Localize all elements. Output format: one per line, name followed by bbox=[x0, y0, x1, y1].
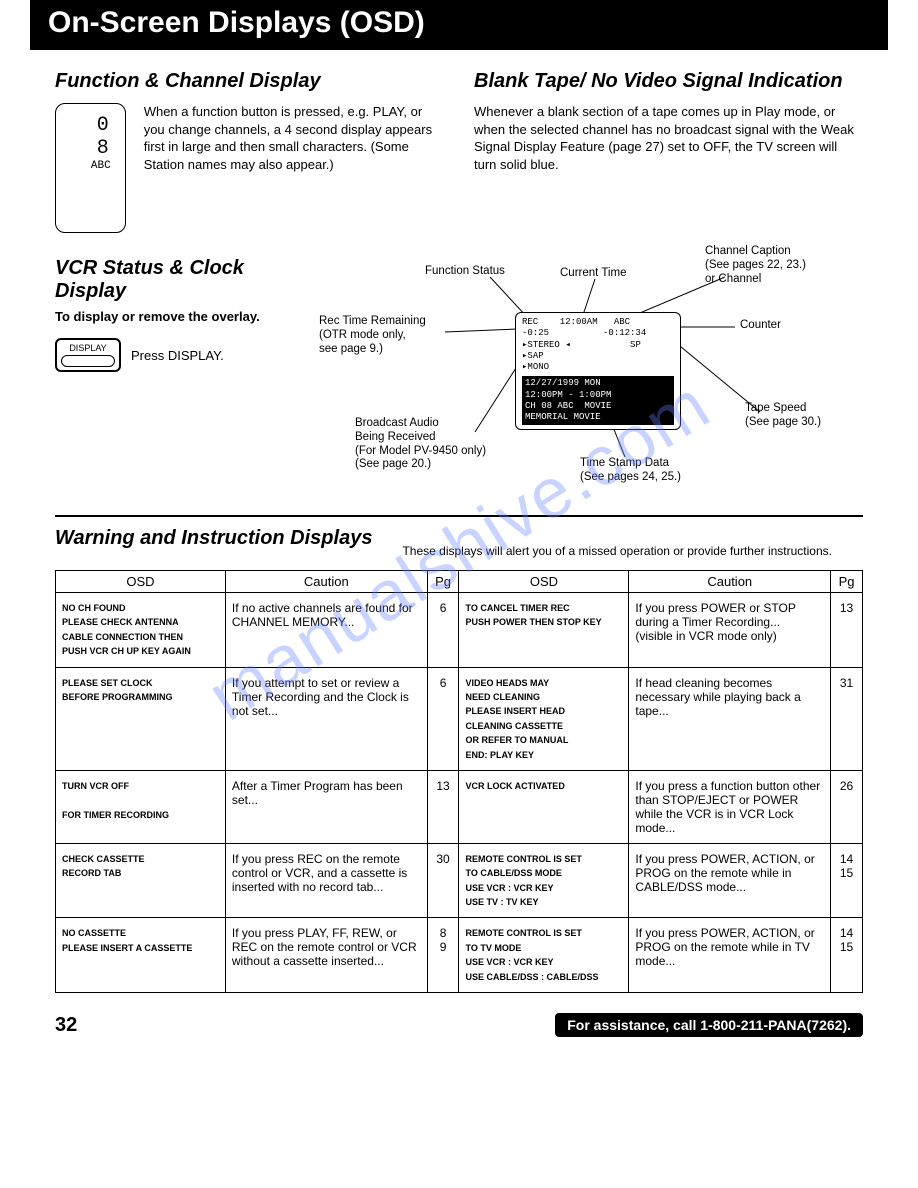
th-osd-1: OSD bbox=[56, 571, 226, 593]
pg-cell-right: 14 15 bbox=[831, 918, 863, 993]
osd-block-3: CH 08 ABC MOVIE bbox=[525, 401, 671, 412]
osd-cell-left: NO CH FOUND PLEASE CHECK ANTENNA CABLE C… bbox=[56, 593, 226, 668]
caution-cell-right: If you press POWER or STOP during a Time… bbox=[629, 593, 831, 668]
th-pg-1: Pg bbox=[427, 571, 459, 593]
label-timestamp: Time Stamp Data (See pages 24, 25.) bbox=[580, 457, 681, 485]
th-caution-2: Caution bbox=[629, 571, 831, 593]
caution-cell-right: If you press POWER, ACTION, or PROG on t… bbox=[629, 843, 831, 918]
label-counter: Counter bbox=[740, 319, 781, 333]
table-row: TURN VCR OFF FOR TIMER RECORDINGAfter a … bbox=[56, 770, 863, 843]
warning-table: OSD Caution Pg OSD Caution Pg NO CH FOUN… bbox=[55, 570, 863, 993]
label-function-status: Function Status bbox=[425, 265, 505, 279]
function-channel-section: Function & Channel Display 0 8 ABC When … bbox=[55, 70, 444, 233]
osd-timestamp-block: 12/27/1999 MON 12:00PM - 1:00PM CH 08 AB… bbox=[522, 376, 674, 425]
osd-line-5: ▸MONO bbox=[522, 362, 674, 373]
osd-block-1: 12/27/1999 MON bbox=[525, 378, 671, 389]
vcr-status-heading: VCR Status & Clock Display bbox=[55, 257, 285, 303]
channel-number: 0 8 bbox=[70, 114, 111, 160]
display-button-label: DISPLAY bbox=[69, 343, 106, 353]
osd-line-1: REC 12:00AM ABC bbox=[522, 317, 674, 328]
osd-cell-right: REMOTE CONTROL IS SET TO CABLE/DSS MODE … bbox=[459, 843, 629, 918]
page-title: On-Screen Displays (OSD) bbox=[48, 6, 425, 39]
table-row: NO CH FOUND PLEASE CHECK ANTENNA CABLE C… bbox=[56, 593, 863, 668]
blank-tape-heading: Blank Tape/ No Video Signal Indication bbox=[474, 70, 863, 93]
th-osd-2: OSD bbox=[459, 571, 629, 593]
pg-cell-left: 8 9 bbox=[427, 918, 459, 993]
tv-screen-mock: 0 8 ABC bbox=[55, 103, 126, 233]
pg-cell-left: 13 bbox=[427, 770, 459, 843]
caution-cell-left: If you press REC on the remote control o… bbox=[225, 843, 427, 918]
page-header-bar: On-Screen Displays (OSD) bbox=[30, 0, 888, 50]
page-content: Function & Channel Display 0 8 ABC When … bbox=[0, 50, 918, 1003]
function-channel-body: 0 8 ABC When a function button is presse… bbox=[55, 103, 444, 233]
pg-cell-left: 30 bbox=[427, 843, 459, 918]
osd-block-4: MEMORIAL MOVIE bbox=[525, 412, 671, 423]
vcr-status-subtitle: To display or remove the overlay. bbox=[55, 309, 285, 324]
pg-cell-left: 6 bbox=[427, 593, 459, 668]
osd-cell-left: NO CASSETTE PLEASE INSERT A CASSETTE bbox=[56, 918, 226, 993]
osd-cell-left: TURN VCR OFF FOR TIMER RECORDING bbox=[56, 770, 226, 843]
pg-cell-right: 14 15 bbox=[831, 843, 863, 918]
table-row: PLEASE SET CLOCK BEFORE PROGRAMMINGIf yo… bbox=[56, 667, 863, 770]
pg-cell-left: 6 bbox=[427, 667, 459, 770]
warning-heading-row: Warning and Instruction Displays These d… bbox=[55, 515, 863, 560]
osd-line-4: ▸SAP bbox=[522, 351, 674, 362]
table-row: NO CASSETTE PLEASE INSERT A CASSETTEIf y… bbox=[56, 918, 863, 993]
caution-cell-left: If you attempt to set or review a Timer … bbox=[225, 667, 427, 770]
osd-cell-left: PLEASE SET CLOCK BEFORE PROGRAMMING bbox=[56, 667, 226, 770]
caution-cell-right: If you press a function button other tha… bbox=[629, 770, 831, 843]
label-tape-speed: Tape Speed (See page 30.) bbox=[745, 402, 821, 430]
osd-block-2: 12:00PM - 1:00PM bbox=[525, 390, 671, 401]
vcr-status-row: VCR Status & Clock Display To display or… bbox=[55, 257, 863, 497]
function-channel-heading: Function & Channel Display bbox=[55, 70, 444, 93]
osd-cell-right: VCR LOCK ACTIVATED bbox=[459, 770, 629, 843]
page-number: 32 bbox=[55, 1014, 77, 1037]
pg-cell-right: 31 bbox=[831, 667, 863, 770]
caution-cell-right: If head cleaning becomes necessary while… bbox=[629, 667, 831, 770]
blank-tape-section: Blank Tape/ No Video Signal Indication W… bbox=[474, 70, 863, 233]
osd-cell-right: VIDEO HEADS MAY NEED CLEANING PLEASE INS… bbox=[459, 667, 629, 770]
display-button-graphic: DISPLAY bbox=[55, 338, 121, 372]
osd-cell-right: REMOTE CONTROL IS SET TO TV MODE USE VCR… bbox=[459, 918, 629, 993]
osd-cell-left: CHECK CASSETTE RECORD TAB bbox=[56, 843, 226, 918]
blank-tape-text: Whenever a blank section of a tape comes… bbox=[474, 103, 863, 173]
display-button-row: DISPLAY Press DISPLAY. bbox=[55, 338, 285, 372]
vcr-status-left: VCR Status & Clock Display To display or… bbox=[55, 257, 285, 497]
display-button-shape bbox=[61, 355, 115, 367]
th-caution-1: Caution bbox=[225, 571, 427, 593]
label-broadcast-audio: Broadcast Audio Being Received (For Mode… bbox=[355, 417, 486, 472]
pg-cell-right: 13 bbox=[831, 593, 863, 668]
warning-heading: Warning and Instruction Displays bbox=[55, 527, 372, 550]
osd-line-2: -0:25 -0:12:34 bbox=[522, 328, 674, 339]
page-footer: 32 For assistance, call 1-800-211-PANA(7… bbox=[0, 1003, 918, 1057]
warning-note: These displays will alert you of a misse… bbox=[402, 544, 863, 560]
channel-name: ABC bbox=[70, 160, 111, 172]
osd-screen-mock: REC 12:00AM ABC -0:25 -0:12:34 ▸STEREO ◂… bbox=[515, 312, 681, 430]
function-channel-text: When a function button is pressed, e.g. … bbox=[144, 103, 444, 173]
caution-cell-left: If no active channels are found for CHAN… bbox=[225, 593, 427, 668]
pg-cell-right: 26 bbox=[831, 770, 863, 843]
table-row: CHECK CASSETTE RECORD TABIf you press RE… bbox=[56, 843, 863, 918]
label-channel-caption: Channel Caption (See pages 22, 23.) or C… bbox=[705, 245, 806, 286]
osd-diagram: Function Status Current Time Channel Cap… bbox=[305, 257, 863, 497]
label-current-time: Current Time bbox=[560, 267, 626, 281]
label-rec-time: Rec Time Remaining (OTR mode only, see p… bbox=[319, 315, 426, 356]
osd-cell-right: TO CANCEL TIMER REC PUSH POWER THEN STOP… bbox=[459, 593, 629, 668]
caution-cell-right: If you press POWER, ACTION, or PROG on t… bbox=[629, 918, 831, 993]
press-display-text: Press DISPLAY. bbox=[131, 348, 224, 363]
top-section-row: Function & Channel Display 0 8 ABC When … bbox=[55, 70, 863, 233]
osd-line-3: ▸STEREO ◂ SP bbox=[522, 340, 674, 351]
table-header-row: OSD Caution Pg OSD Caution Pg bbox=[56, 571, 863, 593]
th-pg-2: Pg bbox=[831, 571, 863, 593]
caution-cell-left: If you press PLAY, FF, REW, or REC on th… bbox=[225, 918, 427, 993]
caution-cell-left: After a Timer Program has been set... bbox=[225, 770, 427, 843]
assistance-banner: For assistance, call 1-800-211-PANA(7262… bbox=[555, 1013, 863, 1037]
